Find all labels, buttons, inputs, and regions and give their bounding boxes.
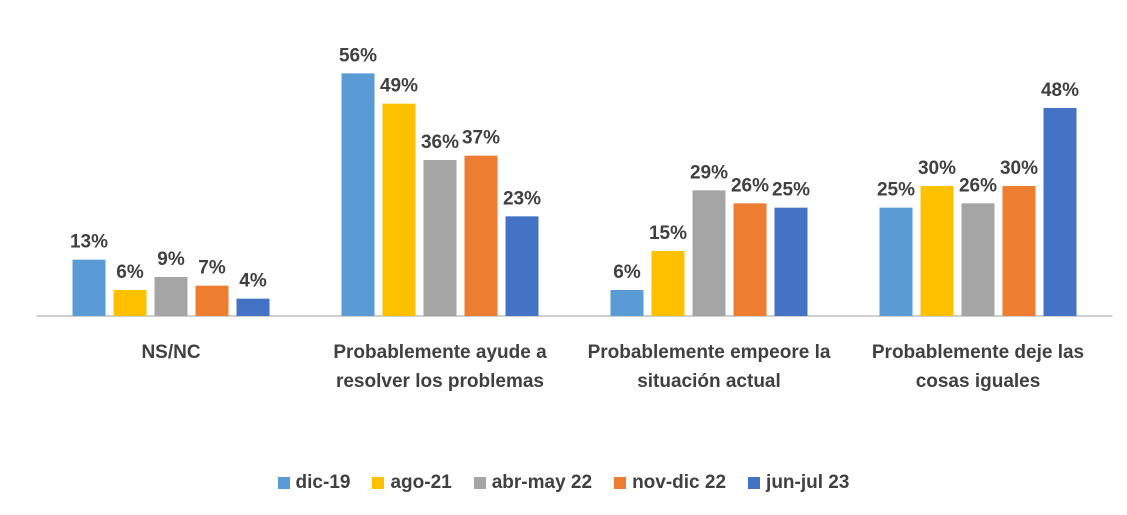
data-label: 29%	[690, 162, 728, 183]
bar	[505, 216, 539, 316]
bar	[1002, 186, 1036, 316]
data-label: 37%	[462, 128, 500, 149]
bar	[651, 251, 685, 316]
bar	[464, 155, 498, 316]
bar	[341, 73, 375, 316]
bar	[236, 298, 270, 316]
data-label: 15%	[649, 223, 687, 244]
x-tick-label: Probablemente ayude a resolver los probl…	[333, 342, 547, 392]
legend-swatch	[473, 477, 486, 489]
legend-label: dic-19	[295, 472, 351, 493]
legend-item: ago-21	[372, 472, 452, 494]
legend-swatch	[372, 477, 385, 489]
bar	[195, 285, 229, 316]
bar	[692, 190, 726, 316]
data-label: 13%	[70, 232, 108, 253]
bar	[733, 203, 767, 316]
legend-swatch	[748, 477, 761, 489]
bar	[920, 186, 954, 316]
data-label: 30%	[918, 158, 956, 179]
legend-label: ago-21	[390, 472, 452, 493]
bar	[113, 290, 147, 316]
bar	[774, 207, 808, 316]
data-label: 26%	[731, 175, 769, 196]
x-tick-label: Probablemente empeore la situación actua…	[587, 342, 831, 392]
legend-label: nov-dic 22	[632, 472, 727, 493]
legend-swatch	[277, 477, 290, 489]
bar	[961, 203, 995, 316]
data-label: 48%	[1041, 80, 1079, 101]
legend-item: abr-may 22	[473, 472, 593, 494]
legend-swatch	[614, 477, 627, 489]
bar	[879, 207, 913, 316]
data-label: 7%	[198, 258, 226, 279]
bar	[610, 290, 644, 316]
x-tick-label: NS/NC	[141, 342, 201, 363]
data-label: 6%	[613, 262, 641, 283]
legend-item: nov-dic 22	[614, 472, 726, 494]
legend-label: abr-may 22	[491, 472, 593, 493]
legend: dic-19 ago-21 abr-may 22 nov-dic 22 jun-jul …	[0, 472, 1127, 494]
legend-label: jun-jul 23	[766, 472, 850, 493]
x-tick-label: Probablemente deje las cosas iguales	[871, 342, 1085, 392]
data-label: 56%	[339, 45, 377, 66]
data-label: 36%	[421, 132, 459, 153]
bar	[72, 259, 106, 316]
bar	[154, 277, 188, 316]
data-label: 4%	[239, 271, 267, 292]
data-label: 23%	[503, 188, 541, 209]
data-label: 25%	[877, 180, 915, 201]
data-label: 26%	[959, 175, 997, 196]
data-label: 6%	[116, 262, 144, 283]
data-label: 49%	[380, 76, 418, 97]
data-label: 30%	[1000, 158, 1038, 179]
bar	[382, 103, 416, 317]
legend-item: jun-jul 23	[748, 472, 849, 494]
bar	[1043, 108, 1077, 316]
data-label: 9%	[157, 249, 185, 270]
data-label: 25%	[772, 180, 810, 201]
bar	[423, 160, 457, 316]
legend-item: dic-19	[277, 472, 351, 494]
